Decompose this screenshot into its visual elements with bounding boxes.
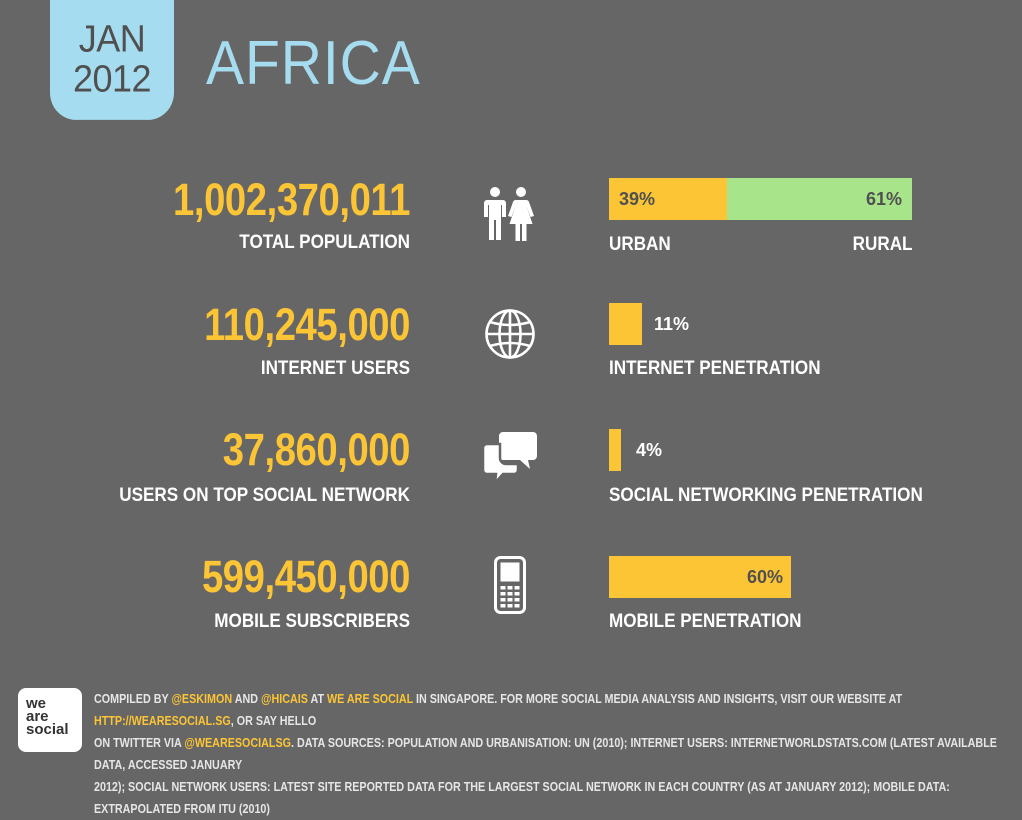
urban-pct: 39% bbox=[619, 189, 656, 209]
logo-line-are: are bbox=[26, 708, 49, 725]
logo-line-we: we bbox=[26, 695, 47, 712]
date-year: 2012 bbox=[72, 56, 152, 100]
social-bar-fill bbox=[609, 429, 621, 471]
social-users-label: USERS ON TOP SOCIAL NETWORK bbox=[119, 485, 410, 506]
footer-credits: COMPILED BY @ESKIMON AND @HICAIS AT WE A… bbox=[94, 688, 1006, 820]
people-icon bbox=[484, 187, 534, 241]
mobile-penetration-bar: 60% bbox=[609, 556, 912, 598]
date-badge: JAN 2012 bbox=[50, 0, 174, 120]
footer-line-2: ON TWITTER VIA @WEARESOCIALSG. DATA SOUR… bbox=[94, 736, 997, 772]
handle-eskimon-link[interactable]: @ESKIMON bbox=[171, 692, 233, 706]
we-are-social-link[interactable]: WE ARE SOCIAL bbox=[327, 692, 414, 706]
social-penetration-bar: 4% bbox=[609, 429, 912, 471]
mobile-pct: 60% bbox=[746, 567, 783, 587]
internet-bar-fill bbox=[609, 303, 642, 345]
internet-pct: 11% bbox=[654, 314, 690, 334]
globe-icon bbox=[485, 309, 535, 359]
internet-users-label: INTERNET USERS bbox=[260, 358, 410, 379]
mobile-penetration-caption: MOBILE PENETRATION bbox=[609, 611, 802, 632]
social-users-value: 37,860,000 bbox=[222, 424, 411, 475]
logo-line-social: social bbox=[26, 721, 69, 738]
internet-penetration-caption: INTERNET PENETRATION bbox=[609, 358, 821, 379]
region-title: AFRICA bbox=[206, 29, 421, 98]
we-are-social-logo[interactable]: we are social bbox=[18, 688, 82, 752]
twitter-handle-link[interactable]: @WEARESOCIALSG bbox=[184, 736, 292, 750]
speech-bubbles-icon bbox=[483, 432, 537, 484]
social-penetration-caption: SOCIAL NETWORKING PENETRATION bbox=[609, 485, 923, 506]
rural-bar-fill: 61% bbox=[727, 178, 912, 220]
website-url-link[interactable]: HTTP://WEARESOCIAL.SG bbox=[94, 714, 231, 728]
date-month: JAN bbox=[78, 16, 146, 60]
footer-line-1: COMPILED BY @ESKIMON AND @HICAIS AT WE A… bbox=[94, 692, 903, 728]
rural-caption: RURAL bbox=[852, 234, 912, 255]
internet-users-value: 110,245,000 bbox=[204, 299, 410, 350]
total-population-value: 1,002,370,011 bbox=[173, 174, 410, 225]
rural-pct: 61% bbox=[865, 189, 902, 209]
mobile-subscribers-label: MOBILE SUBSCRIBERS bbox=[214, 611, 410, 632]
mobile-phone-icon bbox=[494, 556, 526, 614]
handle-hicais-link[interactable]: @HICAIS bbox=[260, 692, 308, 706]
urbanisation-bar: 39% 61% bbox=[609, 178, 912, 220]
social-pct: 4% bbox=[636, 440, 663, 460]
urban-bar-fill: 39% bbox=[609, 178, 727, 220]
total-population-label: TOTAL POPULATION bbox=[239, 232, 410, 253]
urban-caption: URBAN bbox=[609, 234, 671, 255]
footer-line-3: 2012); SOCIAL NETWORK USERS: LATEST SITE… bbox=[94, 780, 950, 816]
internet-penetration-bar: 11% bbox=[609, 303, 912, 345]
mobile-bar-fill: 60% bbox=[609, 556, 791, 598]
mobile-subscribers-value: 599,450,000 bbox=[201, 551, 410, 602]
